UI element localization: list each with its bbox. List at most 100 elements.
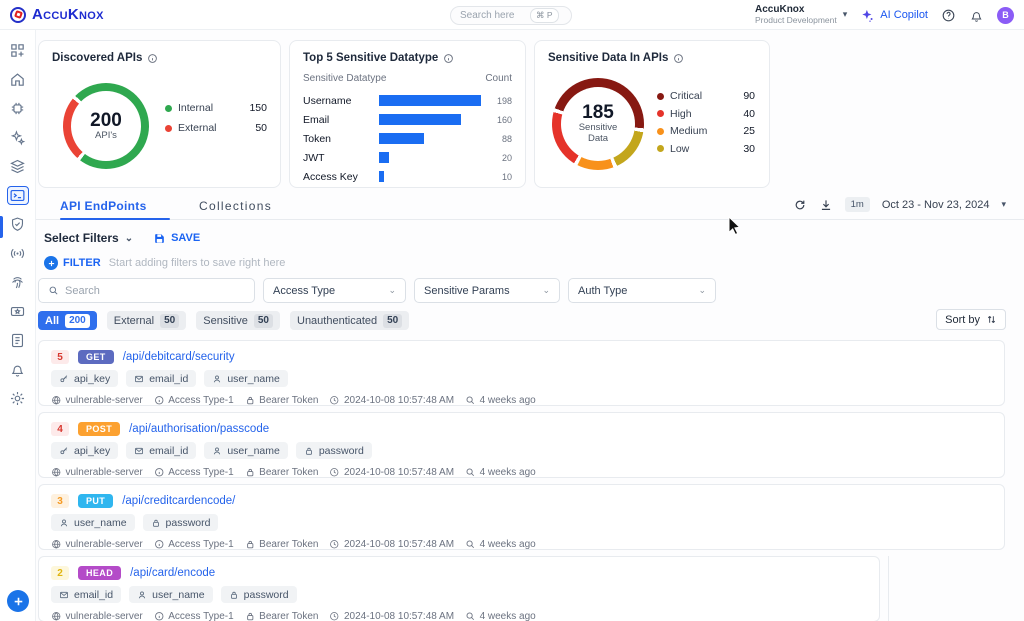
sidebar-item-notifications[interactable] bbox=[7, 360, 29, 379]
sensitive-count-badge: 2 bbox=[51, 566, 69, 580]
endpoint-search[interactable] bbox=[38, 278, 255, 303]
param-chip[interactable]: user_name bbox=[51, 514, 135, 531]
http-method-badge: HEAD bbox=[78, 566, 122, 580]
param-chip[interactable]: password bbox=[220, 586, 297, 603]
datatype-bar-fill bbox=[379, 171, 384, 182]
http-method-badge: PUT bbox=[78, 494, 114, 508]
gear-icon bbox=[9, 390, 26, 407]
auth-meta: Bearer Token bbox=[245, 611, 318, 621]
sensitive-total: 185 bbox=[582, 102, 614, 124]
tab-api-endpoints[interactable]: API EndPoints bbox=[60, 199, 147, 213]
org-subtitle: Product Development bbox=[755, 14, 837, 25]
endpoint-path-link[interactable]: /api/debitcard/security bbox=[122, 351, 235, 363]
endpoint-row-4[interactable]: 2 HEAD /api/card/encode email_id user_na… bbox=[38, 556, 880, 621]
sidebar-item-apps[interactable] bbox=[7, 41, 29, 60]
sidebar-item-identity[interactable] bbox=[7, 273, 29, 292]
globe-icon bbox=[51, 611, 62, 621]
sidebar-item-api-inventory[interactable] bbox=[6, 186, 29, 205]
sidebar-item-layers[interactable] bbox=[7, 157, 29, 176]
server-meta: vulnerable-server bbox=[51, 611, 143, 621]
legend-dot bbox=[165, 124, 172, 132]
datatype-bar-row: Username 198 bbox=[303, 94, 512, 107]
chip-scan-icon bbox=[9, 100, 26, 117]
user-avatar[interactable]: B bbox=[997, 6, 1014, 24]
info-icon[interactable] bbox=[147, 53, 158, 64]
datatype-bar-chart: Sensitive Datatype Count Username 198 Em… bbox=[303, 73, 512, 186]
endpoint-path-link[interactable]: /api/card/encode bbox=[130, 567, 216, 579]
endpoint-row-2[interactable]: 4 POST /api/authorisation/passcode api_k… bbox=[38, 412, 1005, 478]
info-icon[interactable] bbox=[443, 53, 454, 64]
add-button[interactable] bbox=[7, 590, 29, 612]
param-chip[interactable]: user_name bbox=[204, 370, 288, 387]
key-icon bbox=[59, 446, 69, 456]
discovered-apis-donut: 200 API's bbox=[63, 83, 149, 169]
accuknox-logo[interactable]: AccuKnox bbox=[10, 6, 104, 23]
auth-meta: Bearer Token bbox=[245, 395, 318, 406]
top5-datatype-card: Top 5 Sensitive Datatype Sensitive Datat… bbox=[289, 40, 526, 188]
endpoint-search-input[interactable] bbox=[65, 284, 245, 297]
param-chip[interactable]: email_id bbox=[126, 442, 197, 459]
select-filters-dropdown[interactable]: Select Filters ⌄ bbox=[44, 231, 134, 245]
sensitive-legend: Critical 90 High 40 Medium 25 Low 30 bbox=[657, 90, 755, 155]
auth-meta: Bearer Token bbox=[245, 467, 318, 478]
sidebar-item-reports[interactable] bbox=[7, 331, 29, 350]
timestamp-meta: 2024-10-08 10:57:48 AM bbox=[329, 395, 454, 406]
org-switcher[interactable]: AccuKnox Product Development ▾ bbox=[755, 4, 847, 25]
top5-title: Top 5 Sensitive Datatype bbox=[303, 52, 439, 64]
ai-copilot-button[interactable]: AI Copilot bbox=[860, 8, 928, 23]
sort-by-button[interactable]: Sort by bbox=[936, 309, 1006, 330]
clock-icon bbox=[329, 467, 340, 478]
param-chip[interactable]: user_name bbox=[129, 586, 213, 603]
add-filter-button[interactable]: FILTER bbox=[44, 256, 101, 270]
global-search[interactable]: ⌘ P bbox=[450, 6, 572, 25]
global-search-input[interactable] bbox=[460, 10, 530, 21]
param-chip[interactable]: password bbox=[142, 514, 219, 531]
chip-external[interactable]: External 50 bbox=[106, 311, 187, 330]
mail-icon bbox=[59, 590, 69, 600]
chip-all[interactable]: All 200 bbox=[38, 311, 97, 330]
sensitive-count-badge: 5 bbox=[51, 350, 69, 364]
top5-col-count: Count bbox=[485, 73, 512, 84]
date-range-label[interactable]: Oct 23 - Nov 23, 2024 bbox=[881, 198, 990, 211]
last-scan-meta: 4 weeks ago bbox=[465, 395, 536, 406]
auth-type-dropdown[interactable]: Auth Type ⌄ bbox=[568, 278, 716, 303]
endpoint-path-link[interactable]: /api/creditcardencode/ bbox=[122, 495, 236, 507]
lock-icon bbox=[151, 518, 161, 528]
access-type-dropdown[interactable]: Access Type ⌄ bbox=[263, 278, 406, 303]
sidebar-item-tickets[interactable] bbox=[7, 302, 29, 321]
refresh-icon[interactable] bbox=[793, 198, 807, 212]
sidebar-item-settings[interactable] bbox=[7, 389, 29, 408]
active-tab-underline bbox=[60, 217, 170, 220]
endpoint-row-1[interactable]: 5 GET /api/debitcard/security api_key em… bbox=[38, 340, 1005, 406]
chip-unauthenticated[interactable]: Unauthenticated 50 bbox=[290, 311, 410, 330]
info-icon[interactable] bbox=[673, 53, 684, 64]
notifications-bell-icon[interactable] bbox=[969, 8, 984, 23]
server-meta: vulnerable-server bbox=[51, 539, 143, 550]
param-chip[interactable]: password bbox=[295, 442, 372, 459]
sensitive-count-badge: 3 bbox=[51, 494, 69, 508]
legend-item: Internal 150 bbox=[165, 102, 267, 114]
sensitive-params-dropdown[interactable]: Sensitive Params ⌄ bbox=[414, 278, 560, 303]
param-chip[interactable]: email_id bbox=[126, 370, 197, 387]
endpoint-row-3[interactable]: 3 PUT /api/creditcardencode/ user_name p… bbox=[38, 484, 1005, 550]
legend-dot bbox=[165, 104, 172, 112]
time-range-badge[interactable]: 1m bbox=[844, 197, 870, 212]
download-icon[interactable] bbox=[819, 198, 833, 212]
tab-collections[interactable]: Collections bbox=[199, 199, 272, 213]
param-chip[interactable]: api_key bbox=[51, 370, 119, 387]
param-chip[interactable]: api_key bbox=[51, 442, 119, 459]
sidebar-item-scan[interactable] bbox=[7, 99, 29, 118]
clock-icon bbox=[329, 395, 340, 406]
sidebar-item-home[interactable] bbox=[7, 70, 29, 89]
fingerprint-icon bbox=[9, 274, 26, 291]
help-icon[interactable] bbox=[941, 8, 956, 23]
endpoint-path-link[interactable]: /api/authorisation/passcode bbox=[129, 423, 270, 435]
param-chip[interactable]: email_id bbox=[51, 586, 122, 603]
sidebar-item-security[interactable] bbox=[7, 215, 29, 234]
sidebar-item-ai[interactable] bbox=[7, 128, 29, 147]
chevron-down-icon[interactable]: ▾ bbox=[1001, 199, 1006, 209]
sidebar-item-runtime[interactable] bbox=[7, 244, 29, 263]
chip-sensitive[interactable]: Sensitive 50 bbox=[196, 311, 280, 330]
param-chip[interactable]: user_name bbox=[204, 442, 288, 459]
save-filter-button[interactable]: SAVE bbox=[153, 232, 200, 245]
